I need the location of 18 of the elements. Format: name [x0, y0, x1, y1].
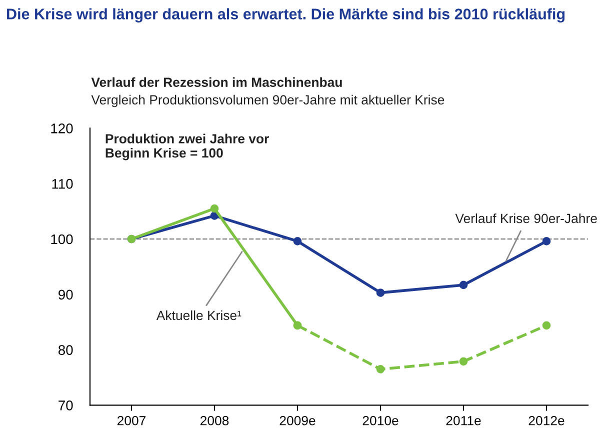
y-tick-label: 100 [51, 234, 73, 244]
x-tick-label: 2012e [528, 416, 564, 426]
x-tick-label: 2009e [280, 416, 316, 426]
text: Verlauf Krise 90er-Jahre [455, 213, 597, 224]
y-tick-label: 110 [52, 178, 73, 189]
y-tick-label: 80 [58, 345, 73, 355]
y-tick-label: 70 [58, 400, 73, 410]
x-tick-label: 2008 [200, 416, 229, 426]
x-tick-label: 2011e [446, 416, 481, 426]
y-tick-label: 90 [58, 290, 73, 300]
text: Aktuelle Krise¹ [156, 310, 242, 320]
chart-title: Die Krise wird länger dauern als erwartet. Die Märkte sind bis 2010 rückläufig [7, 8, 565, 23]
annotation: Produktion zwei Jahre vor Beginn Krise = 100 [106, 134, 269, 160]
chart-subtitle: Verlauf der Rezession im Maschinenbau [91, 77, 342, 87]
y-tick-label: 120 [51, 124, 73, 134]
text: Vergleich Produktionsvolumen 90er-Jahre mit aktueller Krise [91, 94, 444, 108]
x-tick-label: 2007 [117, 416, 146, 426]
x-tick-label: 2010e [362, 416, 398, 426]
